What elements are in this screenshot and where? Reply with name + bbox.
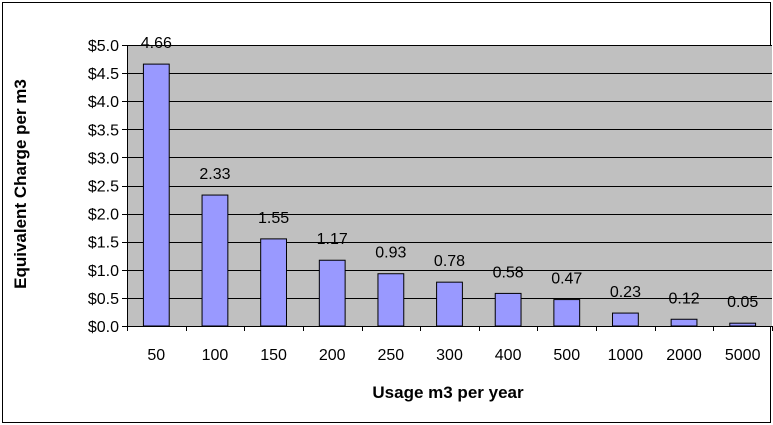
x-tick-label: 250 [378,347,405,364]
data-label: 0.93 [375,245,406,262]
data-labels: 4.66 2.33 1.55 1.17 0.93 0.78 0.58 0.47 0.23 0.12… [141,35,759,311]
bar-150 [260,238,287,327]
bar-2000 [670,318,698,327]
x-tick-label: 5000 [725,347,761,364]
y-tick-labels: $0.0 $0.5 $1.0 $1.5 $2.0 $2.5 $3.0 $3.5 $4.0 $4.5… [88,38,119,336]
data-label: 0.23 [610,284,641,301]
bar-1000 [612,312,639,327]
data-label: 1.17 [317,231,348,248]
bar-250 [377,273,405,327]
axes [122,45,773,331]
x-tick-label: 300 [436,347,463,364]
bar-50 [142,63,170,327]
bar-300 [436,281,463,327]
data-label: 0.78 [434,253,465,270]
plot-area [127,45,772,326]
y-tick-label: $0.0 [88,319,119,336]
data-label: 0.47 [551,271,582,288]
bar-100 [201,194,229,327]
x-tick-label: 500 [553,347,580,364]
bars [142,63,757,327]
x-tick-label: 100 [202,347,229,364]
x-tick-label: 200 [319,347,346,364]
y-tick-label: $3.5 [88,122,119,139]
y-axis-title: Equivalent Charge per m3 [11,79,30,289]
y-tick-label: $1.0 [88,263,119,280]
data-label: 2.33 [199,166,230,183]
bar-5000 [729,322,757,327]
y-tick-label: $1.5 [88,235,119,252]
x-tick-label: 2000 [666,347,702,364]
x-tick-label: 1000 [608,347,644,364]
plot-background [127,45,772,326]
data-label: 1.55 [258,210,289,227]
y-tick-label: $5.0 [88,38,119,55]
x-tick-label: 150 [260,347,287,364]
gridlines [127,45,772,299]
bar-400 [494,292,522,327]
y-tick-label: $4.5 [88,66,119,83]
x-tick-label: 50 [147,347,165,364]
y-tick-label: $3.0 [88,150,119,167]
data-label: 4.66 [141,35,172,52]
y-tick-label: $4.0 [88,94,119,111]
y-tick-label: $2.0 [88,207,119,224]
bar-500 [553,299,581,327]
data-label: 0.12 [668,290,699,307]
x-tick-label: 400 [495,347,522,364]
y-tick-label: $2.5 [88,179,119,196]
y-tick-label: $0.5 [88,291,119,308]
data-label: 0.58 [493,264,524,281]
bar-200 [318,259,346,327]
x-axis-title: Usage m3 per year [372,383,524,402]
data-label: 0.05 [727,294,758,311]
x-tick-labels: 50 100 150 200 250 300 400 500 1000 2000 5000 [147,347,760,364]
